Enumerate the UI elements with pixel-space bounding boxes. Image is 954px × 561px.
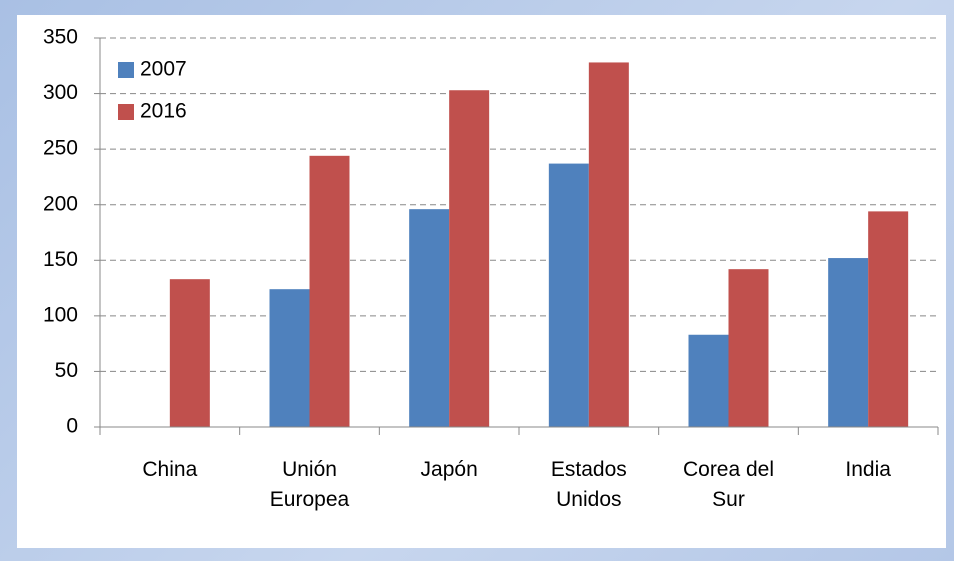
bar	[449, 90, 490, 427]
y-tick-label: 0	[66, 415, 78, 438]
bar	[409, 209, 450, 427]
y-tick-label: 350	[43, 26, 78, 49]
y-tick-label: 300	[43, 81, 78, 104]
bar	[548, 163, 589, 427]
x-tick-label: India	[845, 458, 891, 481]
bar	[309, 155, 350, 427]
bar	[728, 269, 769, 427]
legend-swatch	[118, 62, 134, 78]
x-tick-label: Corea del Sur	[682, 458, 775, 511]
bar	[828, 258, 869, 427]
bar	[269, 289, 310, 427]
x-tick-label: China	[142, 458, 198, 481]
legend-label: 2007	[140, 58, 187, 81]
x-tick-label: Estados Unidos	[550, 458, 627, 511]
bar	[868, 211, 909, 427]
y-tick-label: 50	[55, 359, 78, 382]
y-tick-label: 250	[43, 137, 78, 160]
y-tick-label: 100	[43, 303, 78, 326]
legend-label: 2016	[140, 100, 187, 123]
x-tick-label: Unión Europea	[269, 458, 350, 511]
bar	[169, 279, 210, 427]
legend-swatch	[118, 104, 134, 120]
bar	[588, 62, 629, 428]
bar	[688, 334, 729, 427]
y-tick-label: 200	[43, 192, 78, 215]
x-tick-label: Japón	[420, 458, 478, 481]
y-tick-label: 150	[43, 248, 78, 271]
